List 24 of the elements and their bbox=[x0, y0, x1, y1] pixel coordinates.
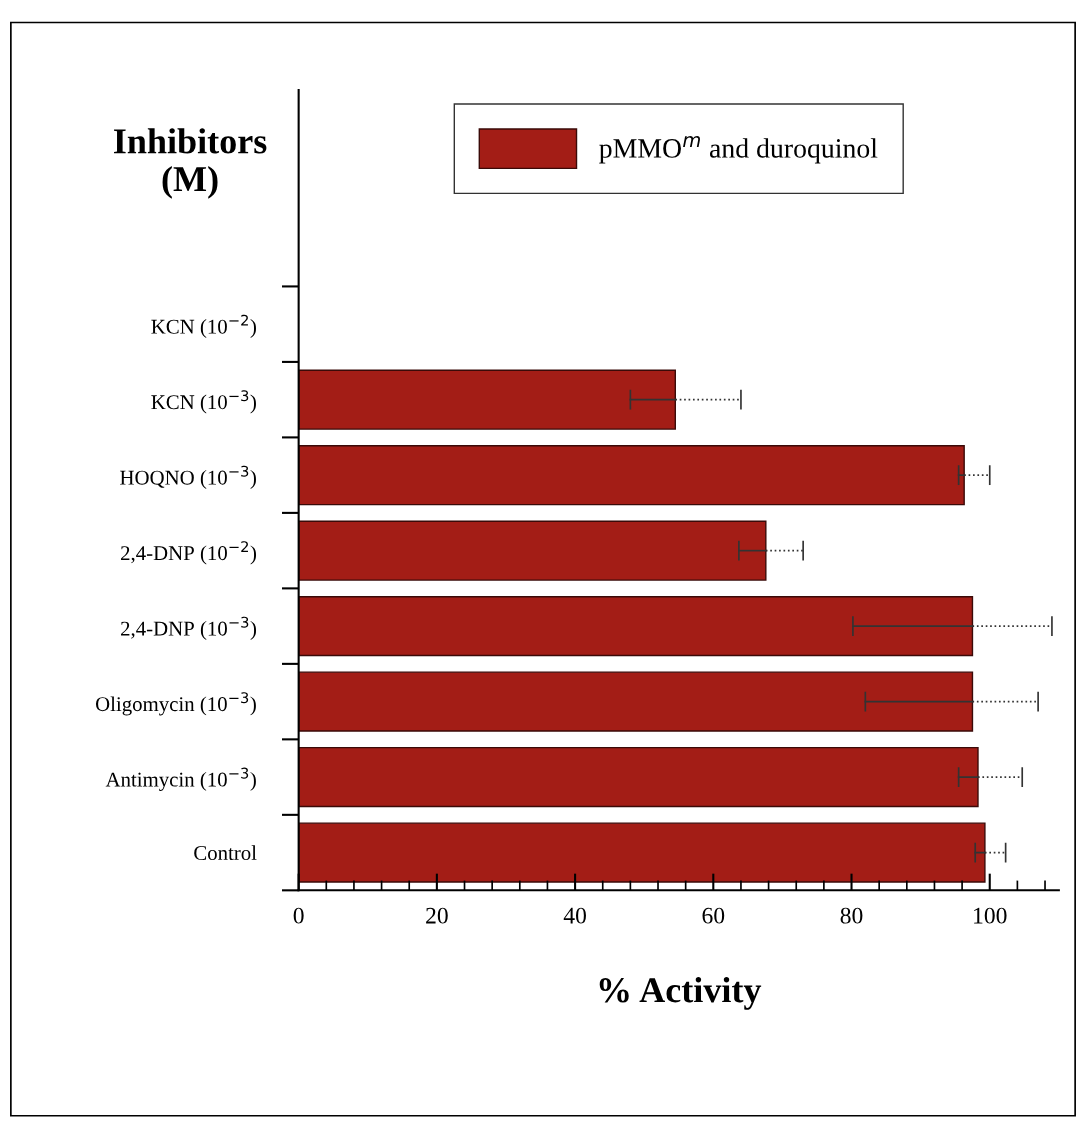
y-tick-label: Oligomycin (10$^{−3}$) bbox=[95, 692, 256, 716]
y-tick-label: Antimycin (10$^{−3}$) bbox=[105, 767, 256, 791]
y-tick-label: 2,4-DNP (10$^{−3}$) bbox=[121, 616, 257, 640]
x-axis-title: % Activity bbox=[599, 977, 762, 1010]
bar bbox=[298, 822, 986, 883]
x-tick-label: 0 bbox=[293, 907, 304, 924]
y-tick-label: KCN (10$^{−2}$) bbox=[151, 314, 256, 338]
bar bbox=[298, 671, 974, 732]
x-tick-label: 40 bbox=[563, 907, 586, 924]
y-tick-label: Control bbox=[194, 845, 257, 861]
bar bbox=[298, 445, 965, 506]
x-tick-label: 80 bbox=[840, 907, 863, 924]
bar bbox=[298, 746, 979, 808]
x-tick-label: 100 bbox=[974, 907, 1007, 924]
y-tick-label: 2,4-DNP (10$^{−2}$) bbox=[121, 541, 257, 565]
y-tick-label: KCN (10$^{−3}$) bbox=[151, 390, 256, 414]
y-tick-label: HOQNO (10$^{−3}$) bbox=[120, 465, 256, 489]
legend-label: pMMO$^{m}$ and duroquinol bbox=[599, 135, 878, 164]
bar bbox=[298, 520, 767, 581]
x-tick-label: 20 bbox=[426, 907, 448, 924]
x-tick-label: 60 bbox=[702, 907, 725, 924]
bar bbox=[298, 595, 974, 657]
bar bbox=[298, 369, 676, 430]
y-axis-title: Inhibitors (M) bbox=[114, 128, 267, 199]
